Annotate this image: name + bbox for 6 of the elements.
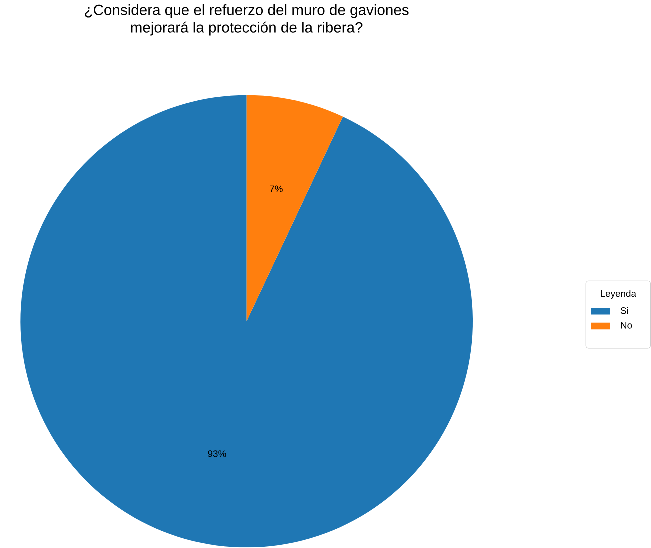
legend-label: No: [621, 322, 632, 329]
data-label: 7%: [270, 186, 283, 193]
chart-title: ¿Considera que el refuerzo del muro de gaviones mejorará la protección de la ribera?: [85, 4, 409, 36]
legend-title: Leyenda: [601, 290, 636, 300]
legend-label: Si: [620, 307, 628, 314]
data-label: 93%: [208, 450, 226, 458]
